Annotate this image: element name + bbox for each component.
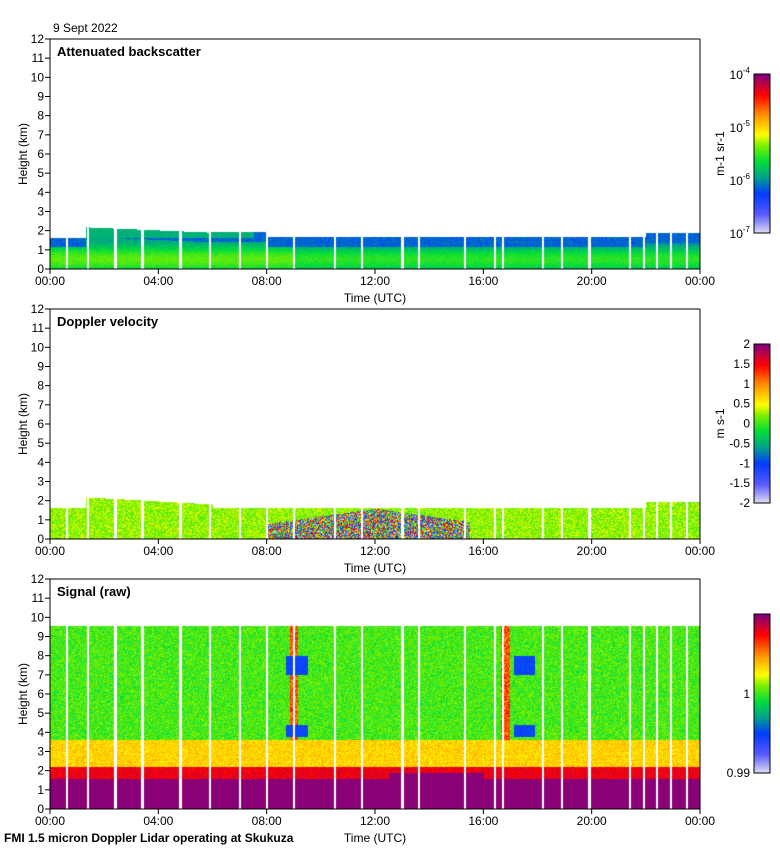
colorbar-tick-label: 10-6 — [730, 172, 751, 188]
y-tick-label: 4 — [37, 455, 44, 469]
y-tick-label: 6 — [37, 687, 44, 701]
backscatter-heatmap — [50, 39, 700, 269]
y-axis-label: Height (km) — [16, 393, 30, 455]
colorbar-tick-label: -0.5 — [729, 436, 750, 450]
y-tick-label: 6 — [37, 417, 44, 431]
x-tick-label: 16:00 — [468, 274, 498, 288]
colorbar-tick-label: 2 — [743, 337, 750, 351]
x-tick-label: 20:00 — [577, 814, 607, 828]
x-tick-label: 00:00 — [685, 544, 715, 558]
y-tick-label: 5 — [37, 436, 44, 450]
signal-colorbar — [754, 614, 770, 773]
y-tick-label: 4 — [37, 185, 44, 199]
y-tick-label: 4 — [37, 725, 44, 739]
y-tick-label: 1 — [37, 783, 44, 797]
y-tick-label: 12 — [31, 32, 45, 46]
velocity-heatmap — [50, 309, 700, 539]
backscatter-colorbar — [754, 74, 770, 233]
y-axis-label: Height (km) — [16, 123, 30, 185]
x-tick-label: 20:00 — [577, 544, 607, 558]
y-tick-label: 0 — [37, 532, 44, 546]
x-tick-label: 20:00 — [577, 274, 607, 288]
x-tick-label: 16:00 — [468, 544, 498, 558]
y-tick-label: 0 — [37, 262, 44, 276]
y-tick-label: 11 — [32, 321, 45, 335]
x-tick-label: 08:00 — [252, 274, 282, 288]
x-tick-label: 04:00 — [143, 814, 173, 828]
colorbar-tick-label: -2 — [739, 496, 750, 510]
colorbar-frame — [753, 73, 771, 234]
signal-heatmap — [50, 579, 700, 809]
x-tick-label: 00:00 — [685, 814, 715, 828]
colorbar-tick-label: 0.5 — [733, 397, 750, 411]
colorbar-unit-label: m-1 sr-1 — [713, 131, 727, 176]
colorbar-frame — [753, 343, 771, 504]
panel-title: Doppler velocity — [57, 314, 159, 329]
y-tick-label: 7 — [37, 398, 44, 412]
colorbar-tick-label: 1 — [743, 687, 750, 701]
colorbar-frame — [753, 613, 771, 774]
y-tick-label: 11 — [32, 51, 45, 65]
y-tick-label: 10 — [31, 610, 45, 624]
y-tick-label: 10 — [31, 340, 45, 354]
x-tick-label: 08:00 — [252, 814, 282, 828]
y-tick-label: 12 — [31, 572, 45, 586]
y-tick-label: 3 — [37, 745, 44, 759]
x-tick-label: 04:00 — [143, 274, 173, 288]
colorbar-unit-label: m s-1 — [713, 408, 727, 438]
x-tick-label: 00:00 — [35, 544, 65, 558]
x-axis-label: Time (UTC) — [344, 561, 406, 575]
x-tick-label: 04:00 — [143, 544, 173, 558]
x-axis-label: Time (UTC) — [344, 831, 406, 845]
y-tick-label: 9 — [37, 360, 44, 374]
date-label: 9 Sept 2022 — [53, 21, 118, 35]
y-tick-label: 9 — [37, 630, 44, 644]
footer-caption: FMI 1.5 micron Doppler Lidar operating a… — [4, 831, 294, 845]
x-tick-label: 00:00 — [35, 274, 65, 288]
y-tick-label: 1 — [37, 243, 44, 257]
y-tick-label: 2 — [37, 764, 44, 778]
y-tick-label: 1 — [37, 513, 44, 527]
y-tick-label: 8 — [37, 379, 44, 393]
y-tick-label: 2 — [37, 494, 44, 508]
x-tick-label: 00:00 — [685, 274, 715, 288]
y-tick-label: 7 — [37, 668, 44, 682]
panel-title: Attenuated backscatter — [57, 44, 201, 59]
colorbar-tick-label: -1 — [739, 456, 750, 470]
y-tick-label: 5 — [37, 166, 44, 180]
x-tick-label: 00:00 — [35, 814, 65, 828]
y-axis-label: Height (km) — [16, 663, 30, 725]
x-tick-label: 08:00 — [252, 544, 282, 558]
y-tick-label: 0 — [37, 802, 44, 816]
y-tick-label: 6 — [37, 147, 44, 161]
colorbar-tick-label: 10-5 — [730, 119, 751, 135]
colorbar-tick-label: 1 — [743, 377, 750, 391]
y-tick-label: 11 — [32, 591, 45, 605]
x-axis-label: Time (UTC) — [344, 291, 406, 305]
x-tick-label: 16:00 — [468, 814, 498, 828]
y-tick-label: 8 — [37, 109, 44, 123]
y-tick-label: 9 — [37, 90, 44, 104]
y-tick-label: 2 — [37, 224, 44, 238]
colorbar-tick-label: 0.99 — [727, 766, 751, 780]
y-tick-label: 12 — [31, 302, 45, 316]
colorbar-tick-label: 1.5 — [733, 357, 750, 371]
y-tick-label: 7 — [37, 128, 44, 142]
x-tick-label: 12:00 — [360, 274, 390, 288]
colorbar-tick-label: -1.5 — [729, 476, 750, 490]
colorbar-tick-label: 0 — [743, 417, 750, 431]
y-tick-label: 10 — [31, 70, 45, 84]
y-tick-label: 8 — [37, 649, 44, 663]
y-tick-label: 5 — [37, 706, 44, 720]
colorbar-tick-label: 10-7 — [730, 225, 751, 241]
x-tick-label: 12:00 — [360, 544, 390, 558]
colorbar-tick-label: 10-4 — [730, 66, 751, 82]
x-tick-label: 12:00 — [360, 814, 390, 828]
velocity-colorbar — [754, 344, 770, 503]
y-tick-label: 3 — [37, 205, 44, 219]
panel-title: Signal (raw) — [57, 584, 131, 599]
y-tick-label: 3 — [37, 475, 44, 489]
